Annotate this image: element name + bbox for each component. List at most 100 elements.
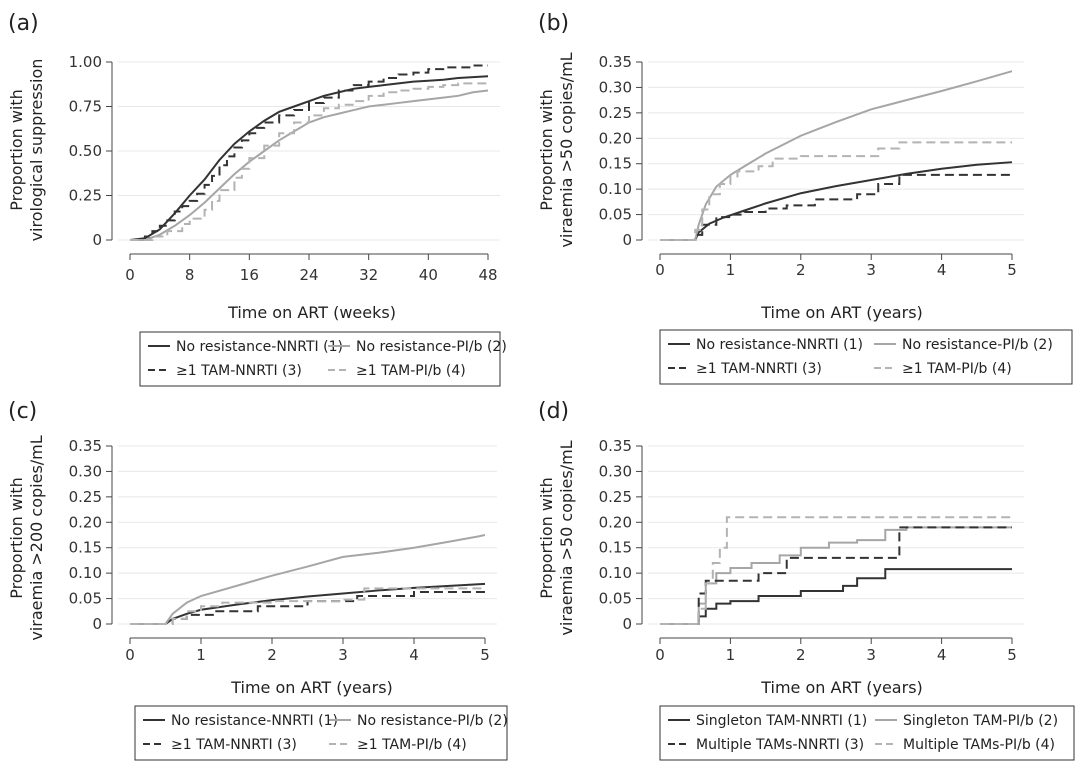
x-tick-label: 32 — [359, 266, 378, 284]
x-axis: 0 8 16 24 32 40 48 — [125, 253, 498, 284]
y-tick-label: 0.20 — [599, 129, 632, 147]
y-axis-label-line2: viraemia >200 copies/mL — [27, 435, 46, 640]
legend-entry: No resistance-NNRTI (1) — [171, 713, 338, 729]
y-tick-label: 0.50 — [69, 142, 102, 160]
chart-panel-c: (c) 0 0.05 0.10 0.15 0.20 0.25 0.30 0.35 0 1 2 3 4 5… — [7, 399, 508, 761]
y-axis-label-line2: viraemia >50 copies/mL — [557, 52, 576, 247]
x-axis-label: Time on ART (weeks) — [227, 303, 396, 322]
y-tick-label: 0.35 — [69, 437, 102, 455]
chart-panel-a: (a) 0 0.25 0.50 0.75 1.00 0 8 16 24 32 40 48 Propo… — [7, 11, 507, 387]
x-axis-label: Time on ART (years) — [760, 303, 923, 322]
x-tick-label: 40 — [419, 266, 438, 284]
x-tick-label: 5 — [1007, 646, 1017, 664]
y-tick-label: 0.25 — [599, 104, 632, 122]
x-axis-label: Time on ART (years) — [230, 678, 393, 697]
x-tick-label: 4 — [937, 646, 947, 664]
legend: No resistance-NNRTI (1) No resistance-PI/… — [659, 329, 1073, 385]
x-tick-label: 3 — [338, 646, 348, 664]
y-tick-label: 0.25 — [69, 488, 102, 506]
series-line-2 — [130, 534, 486, 625]
y-tick-label: 0.10 — [599, 180, 632, 198]
legend-entry: No resistance-PI/b (2) — [356, 339, 507, 355]
y-tick-label: 0.05 — [599, 206, 632, 224]
legend-entry: ≥1 TAM-NNRTI (3) — [171, 737, 297, 753]
legend-entry: No resistance-NNRTI (1) — [696, 337, 863, 353]
y-tick-label: 0.30 — [599, 78, 632, 96]
legend-box — [134, 705, 508, 761]
legend-entry: ≥1 TAM-PI/b (4) — [356, 363, 466, 379]
y-axis-label-line1: Proportion with — [7, 89, 26, 211]
series-line-2 — [130, 89, 489, 241]
series-line-2 — [660, 526, 1012, 625]
y-tick-label: 0.15 — [599, 155, 632, 173]
plot-lines — [660, 70, 1013, 241]
y-tick-label: 0.25 — [599, 488, 632, 506]
plot-lines — [130, 534, 486, 625]
legend-entry: ≥1 TAM-NNRTI (3) — [176, 363, 302, 379]
series-line-1 — [660, 568, 1012, 625]
y-tick-label: 0 — [622, 231, 632, 249]
legend-entry: ≥1 TAM-NNRTI (3) — [696, 361, 822, 377]
y-tick-label: 0.15 — [599, 539, 632, 557]
plot-lines — [660, 516, 1012, 625]
series-line-4 — [660, 516, 1012, 625]
y-tick-label: 0.30 — [599, 462, 632, 480]
legend-entry: Singleton TAM-NNRTI (1) — [696, 713, 867, 729]
y-axis: 0 0.05 0.10 0.15 0.20 0.25 0.30 0.35 — [69, 437, 113, 633]
y-axis: 0 0.25 0.50 0.75 1.00 — [69, 53, 113, 249]
panel-label: (b) — [538, 11, 569, 36]
chart-panel-b: (b) 0 0.05 0.10 0.15 0.20 0.25 0.30 0.35 0 1 2 3 4 5… — [537, 11, 1073, 385]
panel-label: (a) — [8, 11, 39, 36]
chart-panel-d: (d) 0 0.05 0.10 0.15 0.20 0.25 0.30 0.35 0 1 2 3 4 5… — [537, 399, 1075, 761]
x-tick-label: 2 — [267, 646, 277, 664]
legend: No resistance-NNRTI (1) No resistance-PI/… — [139, 331, 507, 387]
x-tick-label: 2 — [796, 261, 806, 279]
y-axis-label-line1: Proportion with — [537, 477, 556, 599]
grid — [118, 61, 500, 241]
y-axis-label-line1: Proportion with — [7, 477, 26, 599]
panel-label: (d) — [538, 399, 569, 424]
legend-entry: Singleton TAM-PI/b (2) — [903, 713, 1058, 729]
x-tick-label: 16 — [240, 266, 259, 284]
x-tick-label: 1 — [726, 646, 736, 664]
y-tick-label: 0.05 — [69, 590, 102, 608]
y-tick-label: 0 — [622, 615, 632, 633]
y-axis: 0 0.05 0.10 0.15 0.20 0.25 0.30 0.35 — [599, 53, 643, 249]
legend-entry: Multiple TAMs-PI/b (4) — [903, 737, 1055, 753]
series-line-4 — [130, 81, 489, 241]
x-axis-label: Time on ART (years) — [760, 678, 923, 697]
y-tick-label: 0.35 — [599, 53, 632, 71]
x-tick-label: 2 — [796, 646, 806, 664]
x-tick-label: 4 — [937, 261, 947, 279]
y-tick-label: 0.10 — [69, 564, 102, 582]
x-tick-label: 1 — [196, 646, 206, 664]
legend: No resistance-NNRTI (1) No resistance-PI/… — [134, 705, 508, 761]
x-tick-label: 4 — [409, 646, 419, 664]
y-tick-label: 0.30 — [69, 462, 102, 480]
panel-label: (c) — [8, 399, 37, 424]
x-tick-label: 5 — [480, 646, 490, 664]
y-axis-label-line1: Proportion with — [537, 89, 556, 211]
x-tick-label: 24 — [299, 266, 318, 284]
x-tick-label: 0 — [655, 261, 665, 279]
y-tick-label: 0.35 — [599, 437, 632, 455]
series-line-2 — [660, 70, 1013, 241]
series-line-3 — [660, 526, 1012, 625]
y-tick-label: 0.25 — [69, 187, 102, 205]
legend-entry: No resistance-PI/b (2) — [902, 337, 1053, 353]
series-line-3 — [660, 173, 1012, 241]
y-tick-label: 0.05 — [599, 590, 632, 608]
grid — [648, 445, 1024, 625]
y-tick-label: 0.15 — [69, 539, 102, 557]
legend-entry: ≥1 TAM-PI/b (4) — [357, 737, 467, 753]
y-tick-label: 0 — [92, 231, 102, 249]
y-tick-label: 0.20 — [599, 513, 632, 531]
series-line-4 — [660, 141, 1012, 241]
x-tick-label: 3 — [866, 646, 876, 664]
series-line-3 — [130, 64, 488, 241]
x-tick-label: 3 — [866, 261, 876, 279]
y-axis-label-line2: virological suppression — [27, 59, 46, 242]
y-axis-label-line2: viraemia >50 copies/mL — [557, 440, 576, 635]
legend-box — [659, 329, 1073, 385]
legend-entry: No resistance-PI/b (2) — [357, 713, 508, 729]
